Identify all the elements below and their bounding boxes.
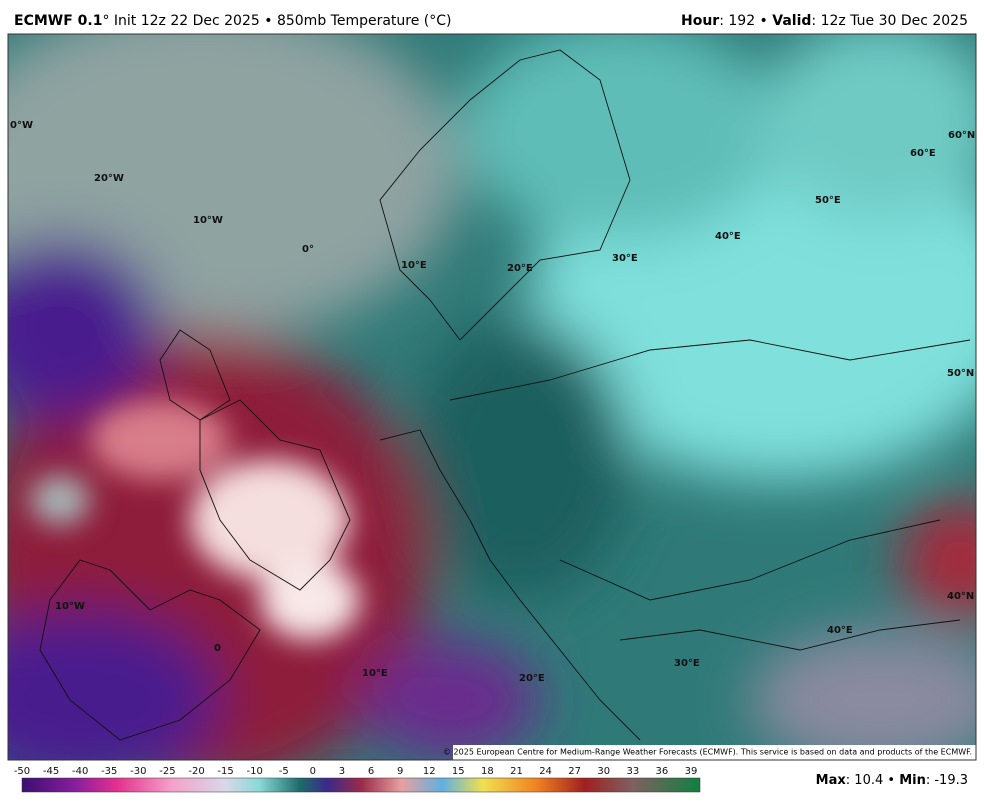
colorbar-tick-label: 24 — [539, 766, 552, 777]
graticule-label: 20°W — [94, 173, 124, 184]
graticule-label: 30°E — [612, 253, 638, 264]
colorbar-tick-label: -40 — [72, 766, 88, 777]
map: 0°W 20°W 10°W 0° 10°E 20°E 30°E 40°E 50°E 60°E 60°… — [8, 34, 976, 760]
colorbar-tick-label: 39 — [685, 766, 698, 777]
graticule-label: 0°W — [10, 120, 33, 131]
graticule-label: 10°E — [401, 260, 427, 271]
colorbar-tick-label: -30 — [130, 766, 146, 777]
colorbar-tick-label: 9 — [397, 766, 403, 777]
graticule-label: 40°E — [715, 231, 741, 242]
header-left: ECMWF 0.1° Init 12z 22 Dec 2025 • 850mb … — [14, 13, 452, 29]
colorbar-tick-label: -25 — [159, 766, 175, 777]
colorbar-tick-label: 15 — [452, 766, 465, 777]
colorbar-tick-label: 3 — [339, 766, 345, 777]
map-frame — [7, 33, 977, 761]
graticule-label: 10°W — [193, 215, 223, 226]
colorbar-tick-label: -5 — [279, 766, 289, 777]
hour-label: Hour — [681, 13, 719, 29]
colorbar-tick-label: 27 — [568, 766, 581, 777]
hour: : 192 • — [719, 13, 768, 29]
colorbar-tick-label: 36 — [656, 766, 669, 777]
graticule-label: 40°N — [947, 591, 974, 602]
graticule-label: 20°E — [507, 263, 533, 274]
credit-bg — [453, 745, 976, 760]
graticule-label: 20°E — [519, 673, 545, 684]
colorbar-tick-label: -15 — [217, 766, 233, 777]
coastlines — [39, 49, 971, 741]
graticule-label: 0 — [214, 643, 221, 654]
init: ° Init 12z 22 Dec 2025 — [102, 13, 259, 29]
min-label: Min — [899, 773, 926, 788]
max: : 10.4 • — [846, 773, 895, 788]
colorbar-tick-label: 0 — [310, 766, 316, 777]
valid-label: Valid — [772, 13, 811, 29]
graticule-label: 10°W — [55, 601, 85, 612]
graticule-label: 60°E — [910, 148, 936, 159]
header-right: Hour: 192 • Valid: 12z Tue 30 Dec 2025 — [681, 13, 968, 29]
graticule-label: 40°E — [827, 625, 853, 636]
colorbar-tick-label: -35 — [101, 766, 117, 777]
colorbar-tick-label: 33 — [626, 766, 639, 777]
valid: : 12z Tue 30 Dec 2025 — [811, 13, 968, 29]
product: • 850mb Temperature (°C) — [264, 13, 451, 29]
graticule-label: 50°N — [947, 368, 974, 379]
graticule-label: 60°N — [948, 130, 975, 141]
colorbar-tick-label: 21 — [510, 766, 523, 777]
colorbar-tick-label: 30 — [597, 766, 610, 777]
colorbar-ticks: -50 -45 -40 -35 -30 -25 -20 -15 -10 -5 0 3 6 9 12 15 18 2… — [14, 766, 698, 777]
graticule-label: 50°E — [815, 195, 841, 206]
model: ECMWF 0.1 — [14, 13, 102, 29]
credit: © 2025 European Centre for Medium-Range … — [443, 748, 972, 757]
min: : -19.3 — [926, 773, 968, 788]
colorbar-tick-label: -50 — [14, 766, 30, 777]
graticule-label: 30°E — [674, 658, 700, 669]
graticule-label: 0° — [302, 244, 314, 255]
colorbar-tick-label: -45 — [43, 766, 59, 777]
colorbar — [21, 777, 701, 793]
colorbar-tick-label: 12 — [423, 766, 436, 777]
colorbar-tick-label: 6 — [368, 766, 374, 777]
graticule: 0°W 20°W 10°W 0° 10°E 20°E 30°E 40°E 50°E 60°E 60°… — [10, 120, 975, 684]
colorbar-tick-label: -10 — [247, 766, 263, 777]
colorbar-tick-label: -20 — [188, 766, 204, 777]
graticule-label: 10°E — [362, 668, 388, 679]
max-label: Max — [816, 773, 847, 788]
stats: Max: 10.4 • Min: -19.3 — [816, 773, 968, 788]
colorbar-tick-label: 18 — [481, 766, 494, 777]
